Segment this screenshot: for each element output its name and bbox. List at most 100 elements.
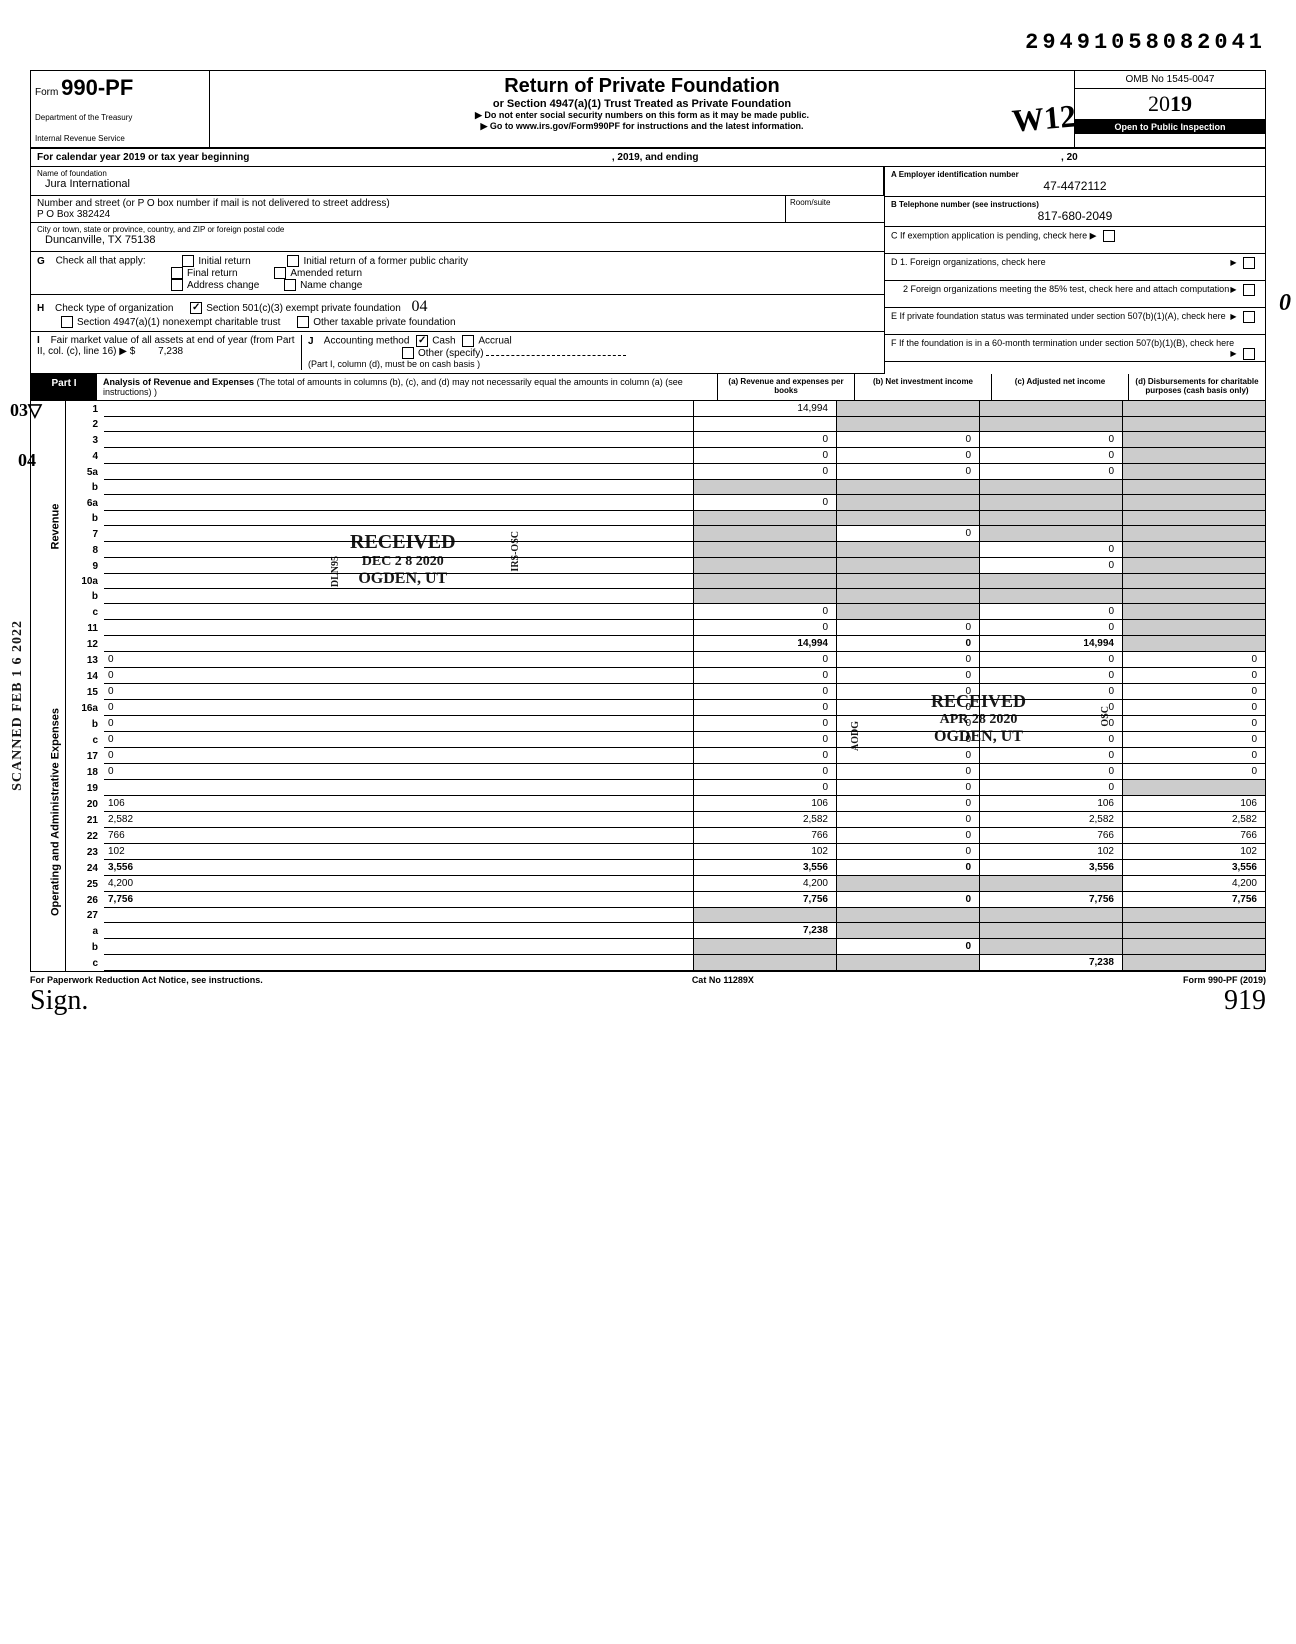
checkbox-d2[interactable] <box>1243 284 1255 296</box>
line-desc <box>104 955 694 971</box>
checkbox-501c3[interactable]: ✓ <box>190 302 202 314</box>
public-inspection: Open to Public Inspection <box>1075 120 1265 134</box>
checkbox-c[interactable] <box>1103 230 1115 242</box>
part1-title: Analysis of Revenue and Expenses <box>103 377 254 387</box>
section-h: H Check type of organization ✓Section 50… <box>31 295 884 332</box>
table-row: b <box>31 589 1266 604</box>
amount-cell: 102 <box>1123 844 1266 860</box>
line-desc: 3,556 <box>104 860 694 876</box>
line-number: 24 <box>66 860 105 876</box>
form-number: Form 990-PF <box>35 87 133 98</box>
amount-cell <box>837 401 980 417</box>
checkbox-d1[interactable] <box>1243 257 1255 269</box>
amount-cell: 0 <box>837 652 980 668</box>
line-desc <box>104 939 694 955</box>
amount-cell <box>1123 432 1266 448</box>
line-number: 17 <box>66 748 105 764</box>
amount-cell <box>694 480 837 495</box>
table-row: 2 <box>31 417 1266 432</box>
line-desc: 0 <box>104 748 694 764</box>
section-g: G Check all that apply: Initial return I… <box>31 252 884 295</box>
checkbox-e[interactable] <box>1243 311 1255 323</box>
amount-cell <box>1123 589 1266 604</box>
amount-cell <box>980 574 1123 589</box>
amount-cell: 0 <box>837 812 980 828</box>
checkbox-accrual[interactable] <box>462 335 474 347</box>
amount-cell <box>980 511 1123 526</box>
table-row: 267,7567,75607,7567,756 <box>31 892 1266 908</box>
amount-cell: 0 <box>837 732 980 748</box>
form-title: Return of Private Foundation <box>214 75 1070 98</box>
amount-cell: 0 <box>694 716 837 732</box>
line-number: a <box>66 923 105 939</box>
checkbox-f[interactable] <box>1243 348 1255 360</box>
table-row: 90 <box>31 558 1266 574</box>
amount-cell: 0 <box>837 828 980 844</box>
checkbox-initial-return[interactable] <box>182 255 194 267</box>
amount-cell: 2,582 <box>1123 812 1266 828</box>
line-desc: 0 <box>104 764 694 780</box>
amount-cell <box>837 542 980 558</box>
tax-year: 2019 <box>1075 89 1265 120</box>
amount-cell: 0 <box>1123 684 1266 700</box>
amount-cell <box>694 955 837 971</box>
checkbox-final-return[interactable] <box>171 267 183 279</box>
section-d2: 2 Foreign organizations meeting the 85% … <box>885 281 1265 308</box>
table-row: c00000 <box>31 732 1266 748</box>
num-handwritten: 919 <box>1224 985 1266 1017</box>
amount-cell: 0 <box>980 620 1123 636</box>
section-e: E If private foundation status was termi… <box>885 308 1265 335</box>
amount-cell: 4,200 <box>694 876 837 892</box>
line-number: 1 <box>66 401 105 417</box>
dept-treasury: Department of the Treasury <box>35 113 205 122</box>
amount-cell: 3,556 <box>694 860 837 876</box>
amount-cell: 0 <box>837 780 980 796</box>
table-row: 27 <box>31 908 1266 923</box>
amount-cell: 0 <box>837 464 980 480</box>
table-row: 4000 <box>31 448 1266 464</box>
amount-cell: 0 <box>980 542 1123 558</box>
amount-cell <box>837 876 980 892</box>
amount-cell: 0 <box>837 526 980 542</box>
amount-cell <box>694 908 837 923</box>
amount-cell: 0 <box>837 764 980 780</box>
form-instr-2: ▶ Go to www.irs.gov/Form990PF for instru… <box>214 121 1070 132</box>
amount-cell: 766 <box>1123 828 1266 844</box>
table-row: 1700000 <box>31 748 1266 764</box>
checkbox-cash[interactable]: ✓ <box>416 335 428 347</box>
line-desc: 0 <box>104 668 694 684</box>
amount-cell: 0 <box>1123 764 1266 780</box>
checkbox-address-change[interactable] <box>171 279 183 291</box>
footer-paperwork: For Paperwork Reduction Act Notice, see … <box>30 975 263 985</box>
amount-cell <box>1123 908 1266 923</box>
amount-cell: 0 <box>694 684 837 700</box>
table-row: 3000 <box>31 432 1266 448</box>
amount-cell: 0 <box>694 780 837 796</box>
line-number: 19 <box>66 780 105 796</box>
amount-cell <box>980 480 1123 495</box>
amount-cell <box>837 589 980 604</box>
line-number: 27 <box>66 908 105 923</box>
amount-cell: 0 <box>980 558 1123 574</box>
line-number: b <box>66 716 105 732</box>
checkbox-4947[interactable] <box>61 316 73 328</box>
amount-cell: 0 <box>837 684 980 700</box>
section-d1: D 1. Foreign organizations, check here <box>885 254 1265 281</box>
checkbox-name-change[interactable] <box>284 279 296 291</box>
name-label: Name of foundation <box>37 169 877 178</box>
section-i-j: I Fair market value of all assets at end… <box>31 332 884 374</box>
checkbox-other-method[interactable] <box>402 347 414 359</box>
amount-cell <box>1123 780 1266 796</box>
amount-cell <box>837 480 980 495</box>
line-number: 8 <box>66 542 105 558</box>
checkbox-other-taxable[interactable] <box>297 316 309 328</box>
table-row: 243,5563,55603,5563,556 <box>31 860 1266 876</box>
line-number: 7 <box>66 526 105 542</box>
checkbox-amended[interactable] <box>274 267 286 279</box>
amount-cell: 0 <box>694 668 837 684</box>
checkbox-former-charity[interactable] <box>287 255 299 267</box>
col-c-header: (c) Adjusted net income <box>992 374 1129 400</box>
col-b-header: (b) Net investment income <box>855 374 992 400</box>
phone-label: B Telephone number (see instructions) <box>891 200 1259 209</box>
analysis-table: Revenue114,9942300040005a000b6a0b7080901… <box>30 401 1266 971</box>
